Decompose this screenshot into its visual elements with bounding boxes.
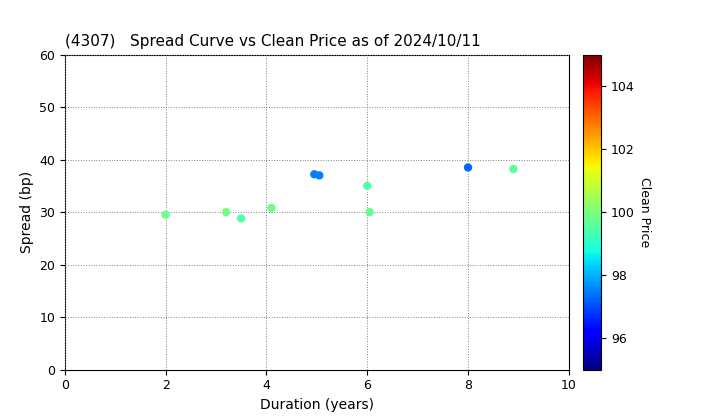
- Point: [160, 211, 171, 218]
- Point: [308, 171, 320, 178]
- Point: [462, 164, 474, 171]
- Y-axis label: Clean Price: Clean Price: [639, 177, 652, 247]
- Point: [508, 165, 519, 172]
- Point: [364, 209, 376, 215]
- Text: (4307)   Spread Curve vs Clean Price as of 2024/10/11: (4307) Spread Curve vs Clean Price as of…: [65, 34, 480, 49]
- Point: [266, 205, 277, 211]
- Point: [220, 209, 232, 215]
- Point: [235, 215, 247, 222]
- X-axis label: Duration (years): Duration (years): [260, 398, 374, 412]
- Y-axis label: Spread (bp): Spread (bp): [19, 171, 34, 253]
- Point: [361, 182, 373, 189]
- Point: [314, 172, 325, 179]
